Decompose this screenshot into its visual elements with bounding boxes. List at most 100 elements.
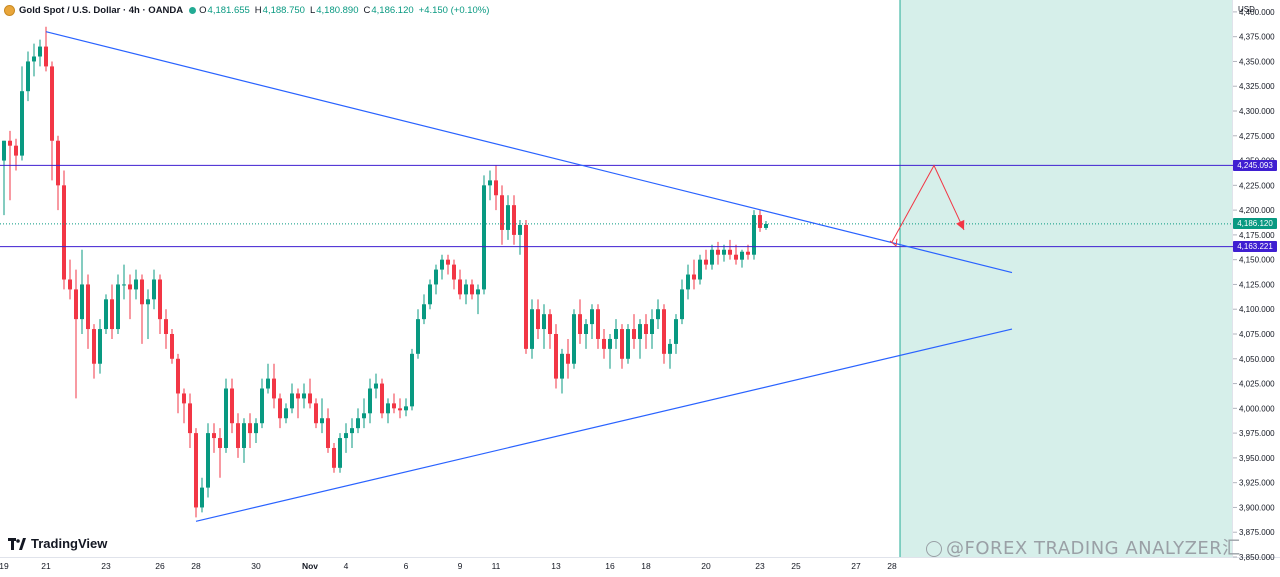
candle (194, 428, 198, 518)
candle (110, 284, 114, 339)
candle-body (458, 279, 462, 295)
y-tick-label: 4,100.000 (1239, 305, 1275, 314)
candle-body (410, 353, 414, 407)
candle-body (230, 388, 234, 424)
candle (410, 348, 414, 411)
candle-body (728, 249, 732, 255)
candle-body (308, 393, 312, 404)
candle-body (20, 91, 24, 156)
x-tick-label: 28 (887, 561, 897, 571)
candle (626, 324, 630, 364)
candle (68, 259, 72, 300)
candle-body (638, 324, 642, 339)
candle-body (104, 299, 108, 330)
candle-body (254, 423, 258, 434)
candle (230, 378, 234, 434)
candle (728, 239, 732, 260)
candle-body (152, 279, 156, 300)
candle-body (674, 319, 678, 344)
candles-layer (2, 26, 768, 518)
overlays-layer (0, 31, 1233, 522)
candle-body (218, 438, 222, 448)
candle-body (272, 378, 276, 399)
candle (680, 279, 684, 325)
candle (650, 309, 654, 349)
candle (80, 249, 84, 335)
candle-body (260, 388, 264, 424)
candle (56, 135, 60, 211)
x-tick-label: 6 (404, 561, 409, 571)
candle-body (698, 259, 702, 280)
y-tick-label: 3,975.000 (1239, 429, 1275, 438)
candle-body (452, 264, 456, 280)
x-tick-label: 9 (458, 561, 463, 571)
candle-body (320, 418, 324, 424)
candle (92, 324, 96, 379)
candle-body (440, 259, 444, 270)
candle-body (146, 299, 150, 305)
ascending-trendline[interactable] (195, 328, 1013, 522)
tradingview-logo[interactable]: TradingView (8, 536, 107, 551)
candle-body (554, 334, 558, 379)
candle (662, 304, 666, 364)
y-tick-label: 4,000.000 (1239, 404, 1275, 413)
close-label: C (363, 4, 371, 16)
candle-body (494, 180, 498, 196)
candle (758, 210, 762, 232)
candle (530, 299, 534, 359)
candle (722, 244, 726, 262)
candle (578, 299, 582, 344)
price-axis[interactable]: 4,400.000 4,375.000 4,350.000 4,325.000 4,30… (1233, 8, 1275, 562)
candle-body (80, 284, 84, 320)
candle (596, 304, 600, 349)
candle-body (326, 418, 330, 448)
candle (404, 398, 408, 417)
candle-body (686, 274, 690, 290)
level-price-tag-upper: 4,245.093 (1233, 159, 1277, 171)
y-tick-label: 4,050.000 (1239, 355, 1275, 364)
descending-trendline[interactable] (45, 31, 1013, 274)
candle (752, 210, 756, 260)
candle-body (14, 145, 18, 156)
candle (272, 363, 276, 409)
candle (716, 241, 720, 265)
x-tick-label: 28 (191, 561, 201, 571)
candle (692, 259, 696, 290)
candle-body (290, 393, 294, 409)
candle (308, 378, 312, 409)
time-axis[interactable]: 19 21 23 26 28 30 Nov 4 6 9 11 13 16 18 20 23 25 27 28 (0, 561, 897, 571)
x-tick-label: 27 (851, 561, 861, 571)
candle-body (644, 324, 648, 335)
low-value: 4,180.890 (316, 4, 359, 16)
candle (590, 304, 594, 339)
candle (392, 393, 396, 414)
level-price-tag-lower: 4,163.221 (1233, 241, 1277, 253)
projection-path[interactable] (891, 164, 965, 243)
x-tick-label: Nov (302, 561, 318, 571)
candle-body (614, 329, 618, 339)
low-label: L (309, 4, 316, 16)
pullback-arrow (889, 238, 898, 247)
y-tick-label: 3,850.000 (1239, 553, 1275, 562)
candle (176, 353, 180, 414)
candle-body (206, 433, 210, 488)
candle (32, 43, 36, 77)
candle-body (212, 433, 216, 439)
candle-body (374, 383, 378, 389)
candle (320, 398, 324, 434)
candle-body (482, 185, 486, 290)
candle (584, 319, 588, 349)
candle-body (38, 46, 42, 57)
candle-body (446, 259, 450, 265)
candle-body (182, 393, 186, 404)
candle (362, 398, 366, 429)
symbol-title[interactable]: Gold Spot / U.S. Dollar · 4h · OANDA (19, 4, 184, 16)
candle (608, 334, 612, 369)
candle (50, 61, 54, 181)
x-tick-label: 23 (101, 561, 111, 571)
candle-body (56, 140, 60, 186)
candle-body (500, 195, 504, 230)
x-tick-label: 30 (251, 561, 261, 571)
channel-icon (926, 541, 942, 557)
